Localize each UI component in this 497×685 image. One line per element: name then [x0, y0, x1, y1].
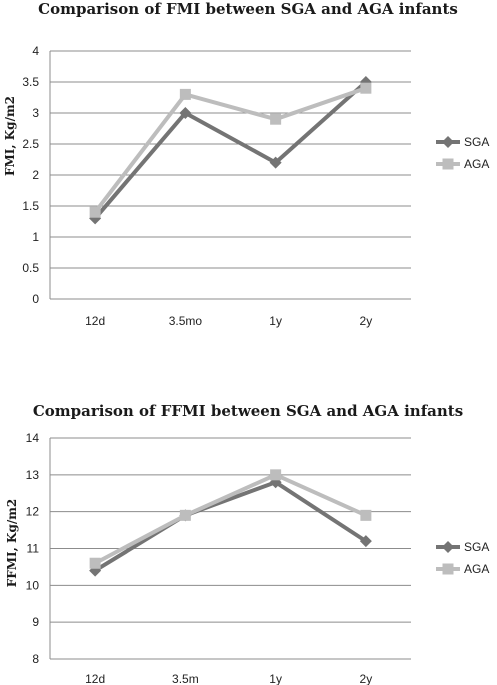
x-tick-label: 12d: [85, 672, 105, 685]
x-tick-label: 1y: [269, 314, 282, 328]
legend-marker-aga: [442, 158, 454, 170]
y-tick-label: 11: [27, 542, 40, 556]
y-tick-label: 13: [26, 468, 40, 482]
y-tick-label: 1: [32, 230, 39, 244]
y-tick-label: 3: [32, 106, 39, 120]
legend-marker-aga: [442, 563, 454, 575]
y-tick-label: 0.5: [22, 261, 39, 275]
y-axis-label: FMI, Kg/m2: [3, 96, 17, 176]
y-tick-label: 10: [26, 578, 40, 592]
y-tick-label: 4: [32, 44, 39, 58]
series-line-sga: [93, 480, 368, 573]
y-tick-label: 9: [32, 615, 39, 629]
x-tick-label: 1y: [269, 672, 282, 685]
fmi-chart: Comparison of FMI between SGA and AGA in…: [3, 0, 489, 328]
chart-title: Comparison of FMI between SGA and AGA in…: [38, 0, 458, 18]
data-point-aga: [360, 82, 372, 94]
legend-label: AGA: [464, 562, 489, 576]
x-tick-label: 2y: [360, 314, 373, 328]
legend-marker-sga: [442, 541, 454, 553]
y-tick-label: 1.5: [22, 199, 39, 213]
chart-title: Comparison of FFMI between SGA and AGA i…: [33, 402, 463, 420]
y-axis-label: FFMI, Kg/m2: [5, 499, 19, 588]
data-point-aga: [89, 206, 101, 218]
data-point-aga: [270, 113, 282, 125]
y-tick-label: 12: [26, 505, 40, 519]
legend-label: SGA: [464, 135, 489, 149]
data-point-aga: [89, 557, 101, 569]
series-line-aga: [93, 472, 368, 566]
x-tick-label: 3.5m: [172, 672, 199, 685]
data-point-sga: [179, 107, 192, 119]
data-point-sga: [269, 156, 282, 169]
legend-label: SGA: [464, 540, 489, 554]
x-tick-label: 12d: [85, 314, 105, 328]
data-point-aga: [360, 509, 372, 521]
y-tick-label: 8: [32, 652, 39, 666]
series-line-aga: [93, 86, 368, 215]
y-tick-label: 2.5: [22, 137, 39, 151]
data-point-aga: [179, 509, 191, 521]
x-tick-label: 2y: [360, 672, 373, 685]
y-tick-label: 14: [26, 431, 40, 445]
y-tick-label: 2: [32, 168, 39, 182]
legend-label: AGA: [464, 157, 489, 171]
legend-marker-sga: [442, 136, 454, 148]
data-point-aga: [270, 469, 282, 481]
y-tick-label: 3.5: [22, 75, 39, 89]
ffmi-chart: Comparison of FFMI between SGA and AGA i…: [5, 402, 489, 685]
data-point-sga: [359, 535, 372, 548]
y-tick-label: 0: [32, 292, 39, 306]
x-tick-label: 3.5mo: [169, 314, 203, 328]
series-line-sga: [93, 80, 368, 221]
data-point-aga: [179, 88, 191, 100]
